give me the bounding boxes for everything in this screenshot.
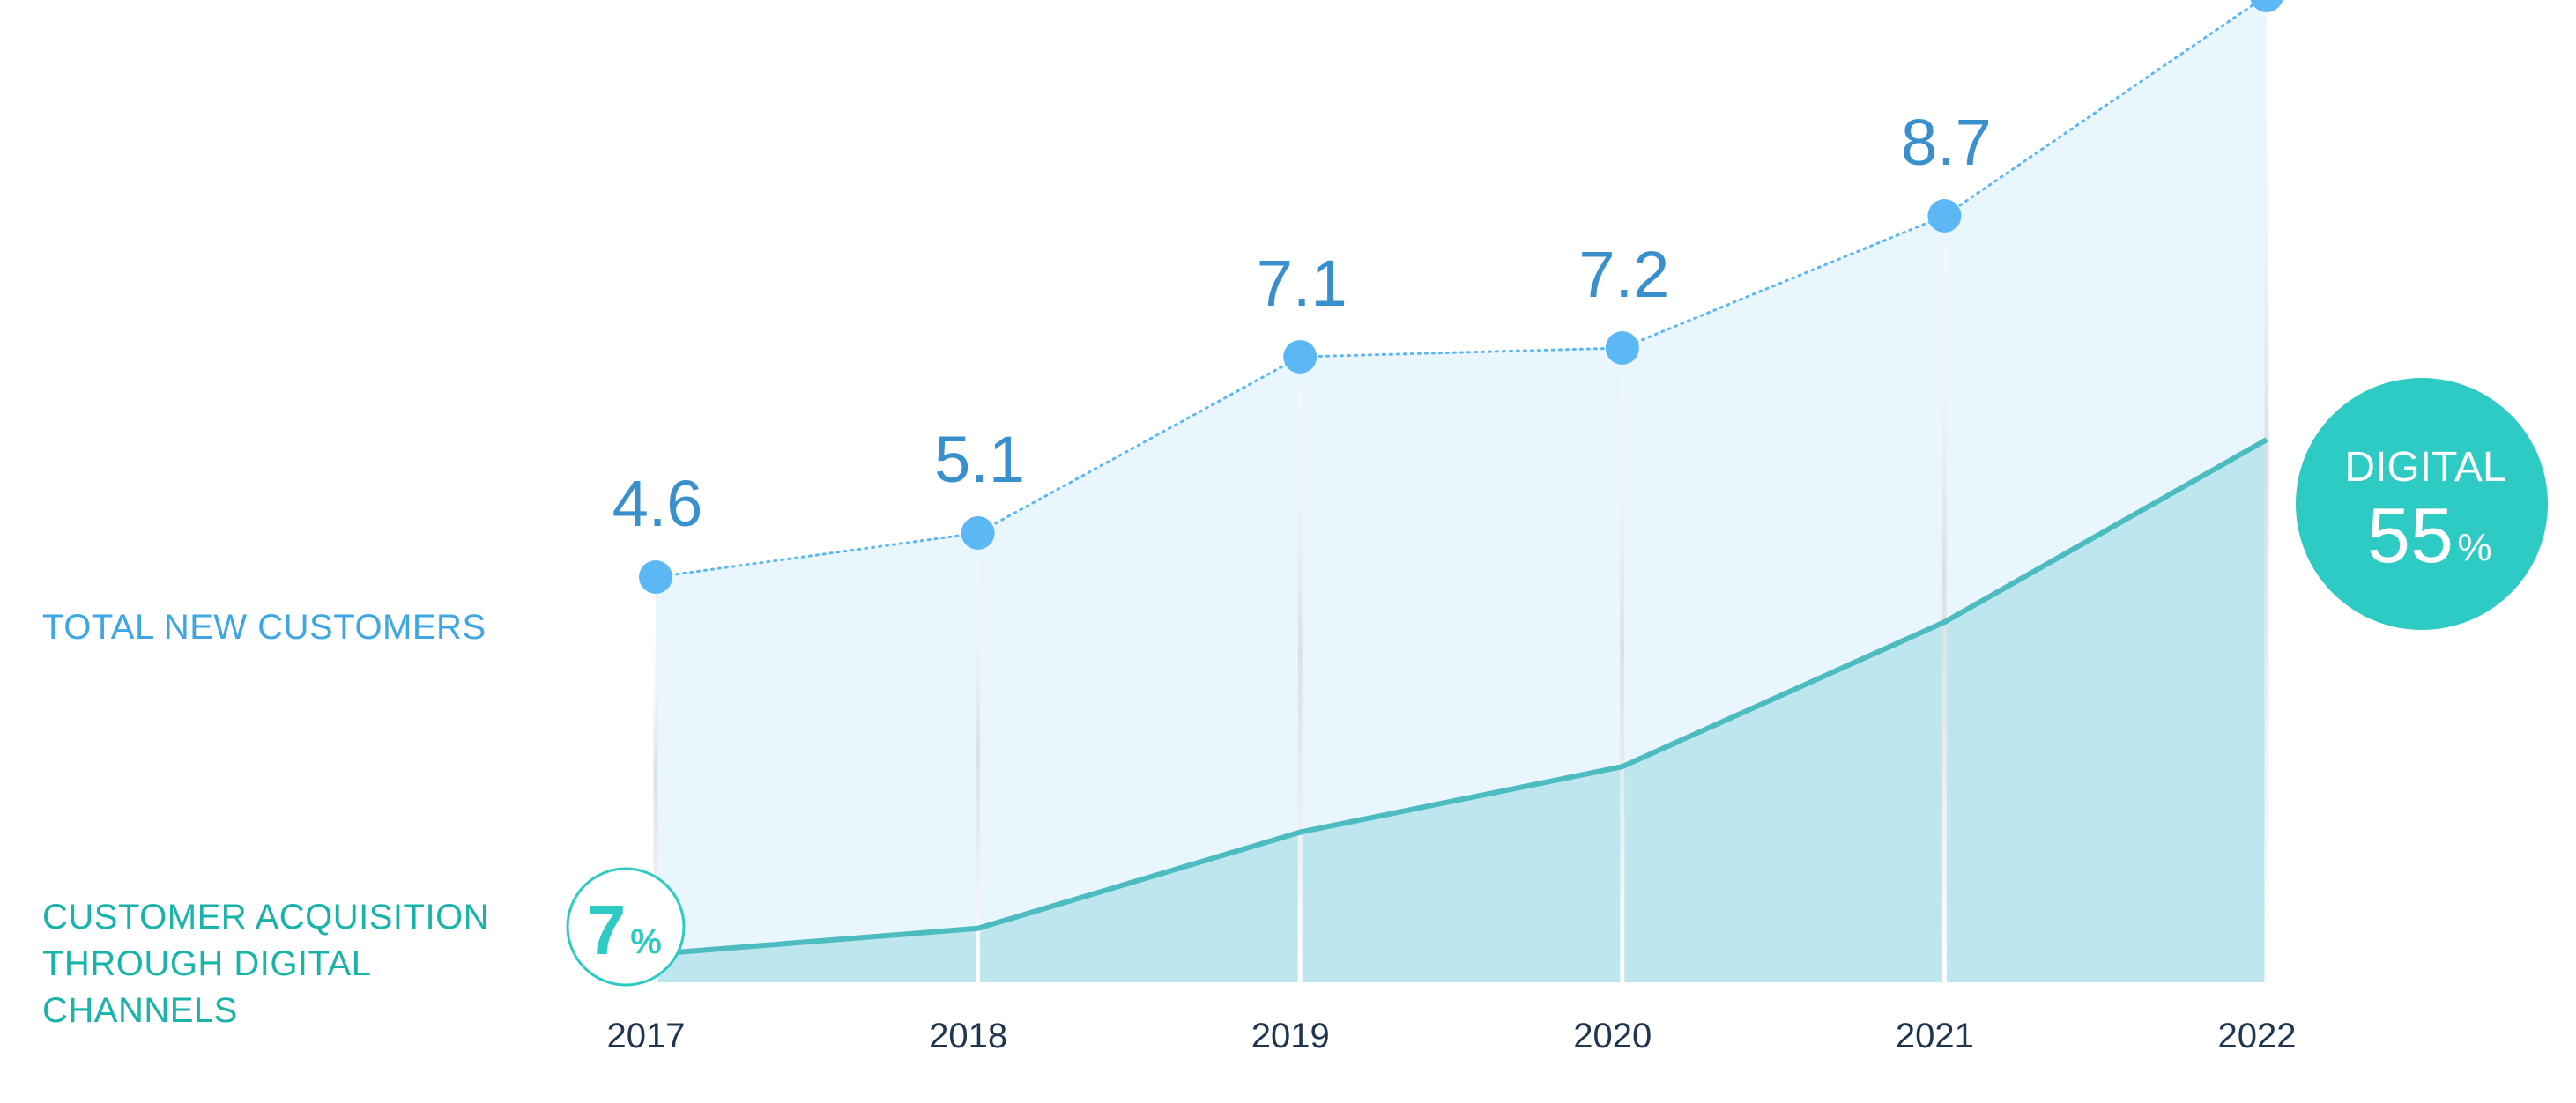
data-label-2020: 7.2 <box>1578 238 1669 311</box>
data-label-2017: 4.6 <box>612 467 703 540</box>
year-divider-2020 <box>1620 374 1625 982</box>
year-divider-2021 <box>1941 242 1947 982</box>
end-badge-title: DIGITAL <box>2344 444 2505 491</box>
legend-digital-line-1: CUSTOMER ACQUISITION <box>42 898 490 936</box>
data-point-2017 <box>639 560 672 594</box>
x-tick-2021: 2021 <box>1896 1017 1974 1055</box>
data-point-2020 <box>1605 331 1639 365</box>
start-badge-unit: % <box>630 922 662 961</box>
start-badge-ring <box>566 867 686 987</box>
x-tick-2019: 2019 <box>1251 1017 1330 1055</box>
legend-total-new-customers: TOTAL NEW CUSTOMERS <box>42 608 486 647</box>
year-divider-2018 <box>976 559 981 982</box>
legend-digital-line-2: THROUGH DIGITAL <box>42 944 372 983</box>
x-tick-2018: 2018 <box>929 1017 1007 1055</box>
end-badge-unit: % <box>2457 526 2491 569</box>
x-tick-2022: 2022 <box>2218 1017 2297 1055</box>
total-customers-line <box>654 0 2263 579</box>
data-point-2021 <box>1927 199 1962 233</box>
year-divider-2019 <box>1297 383 1303 982</box>
data-point-2019 <box>1283 340 1318 374</box>
year-divider-layer <box>653 22 2269 982</box>
year-divider-2022 <box>2264 22 2269 982</box>
digital-area-layer <box>656 440 2267 982</box>
series-line-layer <box>654 0 2268 957</box>
data-label-2021: 8.7 <box>1901 106 1992 179</box>
data-point-2022 <box>2250 0 2283 12</box>
data-label-layer: 4.65.17.17.28.711.2 <box>612 106 1992 540</box>
end-badge-value: 55 <box>2367 492 2454 579</box>
data-label-2019: 7.1 <box>1257 247 1347 320</box>
legend-digital-line-3: CHANNELS <box>42 991 238 1030</box>
start-digital-badge: 7 % <box>566 867 686 987</box>
digital-acquisition-line <box>655 437 2268 957</box>
data-label-2018: 5.1 <box>934 423 1025 496</box>
end-digital-badge: DIGITAL 55 % <box>2296 378 2548 630</box>
x-tick-2017: 2017 <box>607 1017 686 1055</box>
end-badge-circle <box>2296 378 2548 630</box>
x-tick-2020: 2020 <box>1573 1017 1652 1055</box>
data-point-layer <box>639 0 2283 594</box>
year-divider-2017 <box>653 603 658 982</box>
legend-digital-acquisition: CUSTOMER ACQUISITION THROUGH DIGITAL CHA… <box>42 894 571 1034</box>
start-badge-value: 7 <box>587 891 627 969</box>
data-point-2018 <box>961 516 995 550</box>
x-axis-labels: 2017 2018 2019 2020 2021 2022 <box>607 1017 2297 1055</box>
digital-acquisition-area <box>656 440 2267 982</box>
